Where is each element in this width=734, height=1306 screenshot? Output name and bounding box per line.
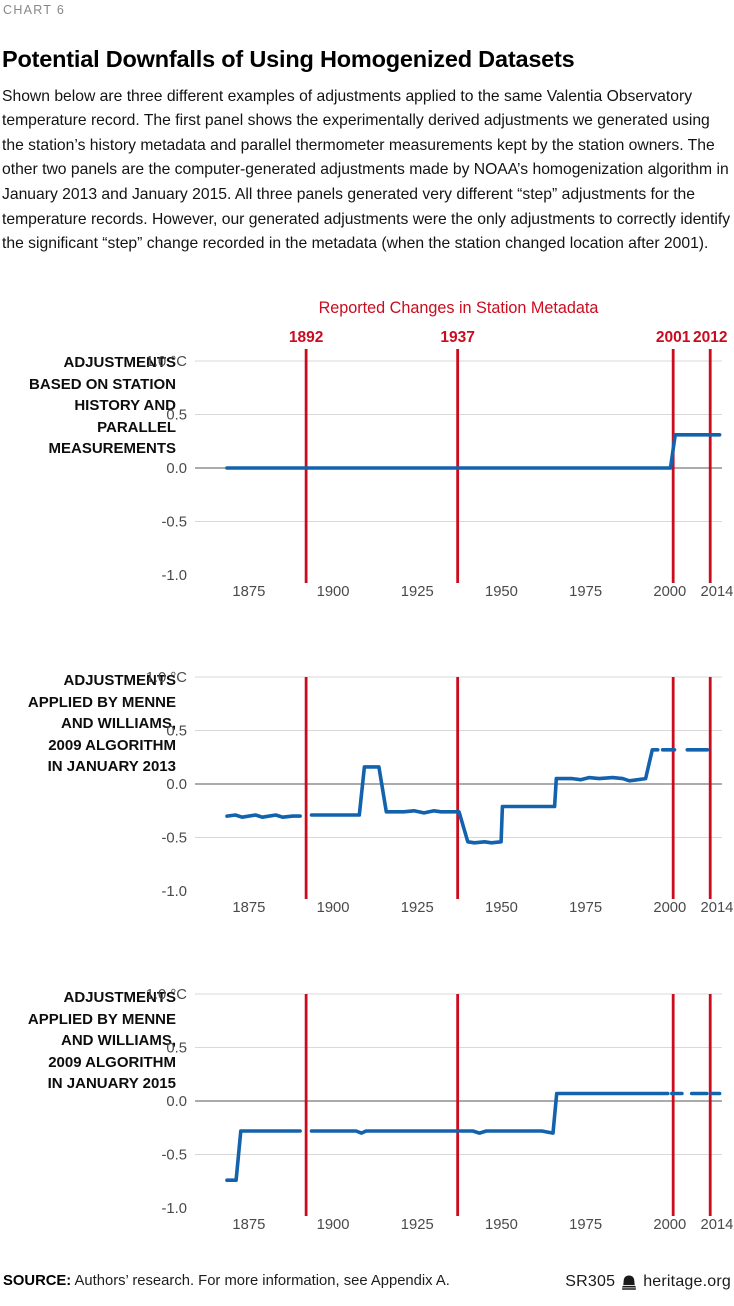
x-tick-label: 1925	[401, 900, 434, 916]
x-tick-label: 1925	[401, 584, 434, 600]
x-tick-label: 1875	[232, 1217, 265, 1233]
panel-chart-svg: 1.0 °C 0.5 0.0 -0.5 -1.0 1875 1900 1925 1950 1975…	[146, 349, 733, 600]
y-tick-label: 0.5	[166, 724, 187, 740]
footer-brand: SR305 heritage.org	[565, 1273, 731, 1291]
y-tick-label: 0.0	[166, 1094, 187, 1110]
y-tick-label: -1.0	[162, 568, 188, 584]
y-tick-label: 1.0 °C	[146, 670, 188, 686]
x-tick-label: 1900	[317, 900, 350, 916]
x-tick-label: 2000	[653, 584, 686, 600]
x-tick-label: 1950	[485, 1217, 518, 1233]
data-line	[309, 748, 660, 845]
x-tick-label: 1950	[485, 900, 518, 916]
y-tick-label: 0.0	[166, 461, 187, 477]
y-tick-label: -1.0	[162, 1201, 188, 1217]
source-label: SOURCE:	[3, 1273, 72, 1289]
chart-panel: ADJUSTMENTS APPLIED BY MENNE AND WILLIAM…	[0, 663, 734, 917]
metadata-year-label: 2001	[655, 329, 691, 346]
heritage-bell-icon	[621, 1274, 637, 1291]
panel-label: ADJUSTMENTS APPLIED BY MENNE AND WILLIAM…	[27, 989, 176, 1092]
y-tick-label: 1.0 °C	[146, 354, 188, 370]
panel-label: ADJUSTMENTS BASED ON STATION HISTORY AND…	[29, 354, 176, 457]
x-tick-label: 2000	[653, 1217, 686, 1233]
report-id: SR305	[565, 1273, 616, 1290]
panel-chart-svg: 1.0 °C 0.5 0.0 -0.5 -1.0 1875 1900 1925 1950 1975…	[146, 670, 734, 916]
chart-description: Shown below are three different examples…	[2, 87, 731, 253]
y-tick-label: 0.0	[166, 777, 187, 793]
x-tick-label: 1875	[232, 584, 265, 600]
x-tick-label: 2014	[700, 900, 733, 916]
x-tick-label: 2014	[700, 1217, 733, 1233]
chart-panel: ADJUSTMENTS APPLIED BY MENNE AND WILLIAM…	[0, 980, 734, 1234]
metadata-years-row: 1892 1937 2001 2012	[130, 329, 734, 349]
x-tick-label: 1900	[317, 584, 350, 600]
data-line	[225, 813, 302, 819]
source-text: Authors’ research. For more information,…	[71, 1273, 450, 1289]
x-tick-label: 1975	[569, 1217, 602, 1233]
data-line	[309, 1091, 670, 1135]
chart-kicker: CHART 6	[3, 3, 66, 17]
y-tick-label: -0.5	[162, 515, 188, 531]
y-tick-label: 0.5	[166, 1041, 187, 1057]
panel-chart-svg: 1.0 °C 0.5 0.0 -0.5 -1.0 1875 1900 1925 1950 1975…	[146, 987, 734, 1233]
y-tick-label: -1.0	[162, 884, 188, 900]
y-tick-label: -0.5	[162, 1148, 188, 1164]
x-tick-label: 1975	[569, 900, 602, 916]
metadata-header: Reported Changes in Station Metadata	[318, 299, 599, 317]
x-tick-label: 1875	[232, 900, 265, 916]
metadata-year-label: 2012	[692, 329, 728, 346]
metadata-year-label: 1892	[288, 329, 324, 346]
x-tick-label: 1950	[485, 584, 518, 600]
y-tick-label: -0.5	[162, 831, 188, 847]
y-tick-label: 0.5	[166, 408, 187, 424]
x-tick-label: 2014	[700, 584, 733, 600]
site-link[interactable]: heritage.org	[643, 1273, 731, 1290]
x-tick-label: 1900	[317, 1217, 350, 1233]
x-tick-label: 1975	[569, 584, 602, 600]
source-note: SOURCE: Authors’ research. For more info…	[3, 1273, 450, 1289]
x-tick-label: 1925	[401, 1217, 434, 1233]
panel-label: ADJUSTMENTS APPLIED BY MENNE AND WILLIAM…	[27, 672, 176, 775]
page-title: Potential Downfalls of Using Homogenized…	[2, 45, 575, 72]
y-tick-label: 1.0 °C	[146, 987, 188, 1003]
x-tick-label: 2000	[653, 900, 686, 916]
footer: SOURCE: Authors’ research. For more info…	[3, 1273, 731, 1291]
data-line	[225, 1129, 302, 1182]
metadata-year-label: 1937	[440, 329, 475, 346]
data-line	[225, 433, 722, 470]
chart-panel: ADJUSTMENTS BASED ON STATION HISTORY AND…	[0, 347, 734, 601]
